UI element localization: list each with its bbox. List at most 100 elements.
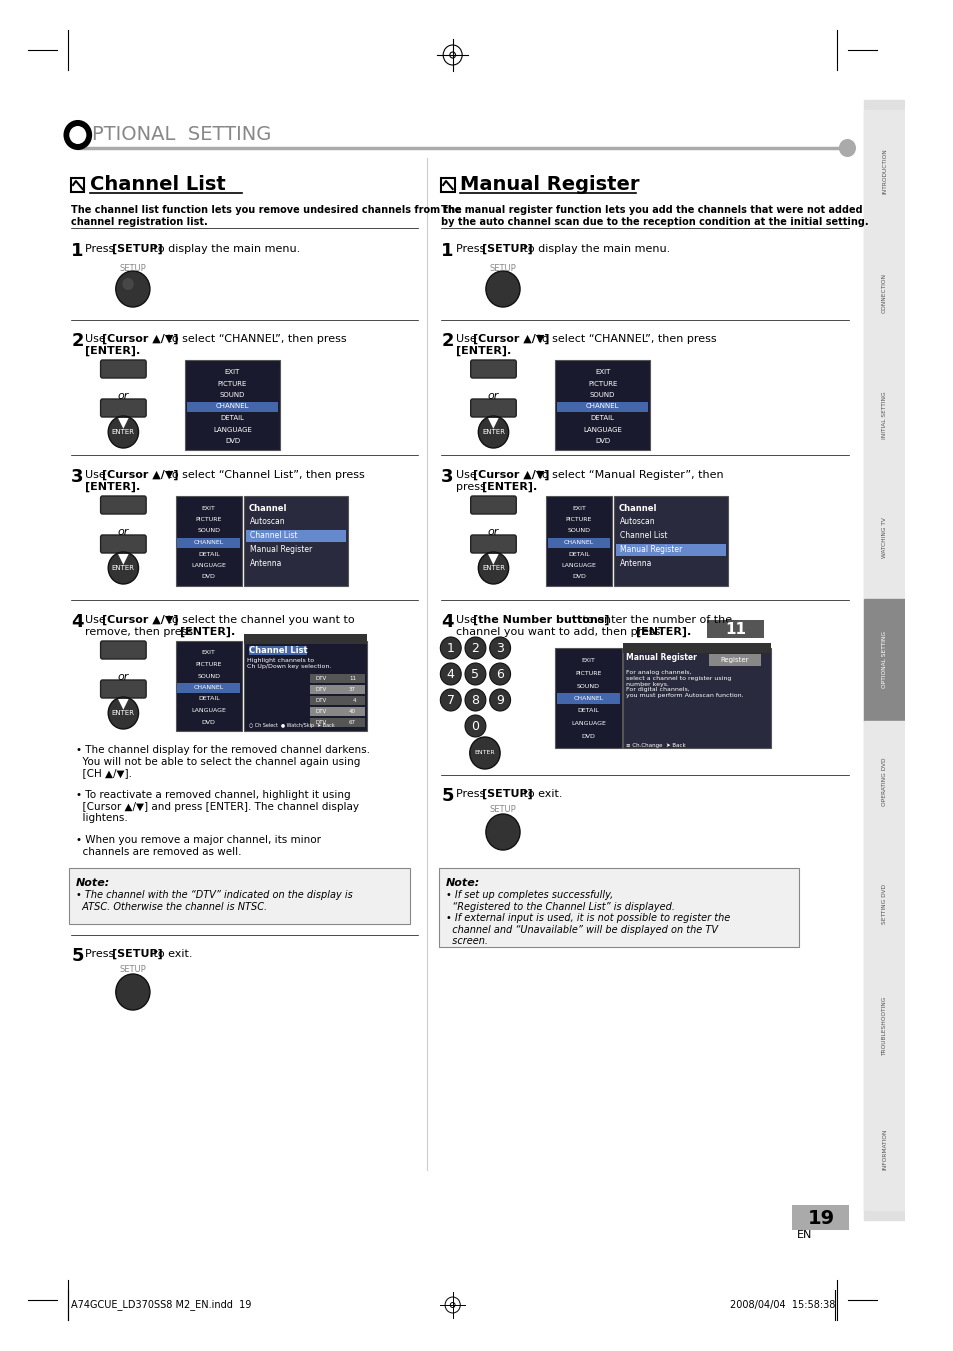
Circle shape xyxy=(485,815,519,850)
Text: Channel: Channel xyxy=(618,504,657,513)
Bar xyxy=(616,558,725,570)
Text: PICTURE: PICTURE xyxy=(587,381,617,386)
Text: INFORMATION: INFORMATION xyxy=(881,1128,886,1170)
Text: DVD: DVD xyxy=(572,574,585,580)
Text: ▼: ▼ xyxy=(118,415,129,430)
Text: SOUND: SOUND xyxy=(589,392,615,399)
Text: 19: 19 xyxy=(806,1209,834,1228)
Text: Manual Register: Manual Register xyxy=(626,653,697,662)
Text: A74GCUE_LD370SS8 M2_EN.indd  19: A74GCUE_LD370SS8 M2_EN.indd 19 xyxy=(71,1300,252,1310)
Bar xyxy=(557,436,647,446)
Text: OPERATING DVD: OPERATING DVD xyxy=(881,758,886,807)
Text: Manual Register: Manual Register xyxy=(250,546,312,554)
Text: press: press xyxy=(455,482,488,492)
Text: DVD: DVD xyxy=(202,720,215,724)
Text: 37: 37 xyxy=(349,688,355,692)
Text: CHANNEL: CHANNEL xyxy=(563,540,594,544)
Text: DETAIL: DETAIL xyxy=(577,708,598,713)
Bar xyxy=(706,620,763,638)
Text: to select “CHANNEL”, then press: to select “CHANNEL”, then press xyxy=(534,334,716,345)
Text: DVD: DVD xyxy=(202,574,215,580)
Circle shape xyxy=(464,689,485,711)
Text: to select “CHANNEL”, then press: to select “CHANNEL”, then press xyxy=(164,334,347,345)
Text: Note:: Note: xyxy=(446,878,479,888)
Bar xyxy=(177,571,240,582)
Text: ▼: ▼ xyxy=(488,415,498,430)
Text: CHANNEL: CHANNEL xyxy=(585,404,618,409)
Text: or: or xyxy=(487,527,498,536)
Text: to select “Channel List”, then press: to select “Channel List”, then press xyxy=(164,470,365,480)
Circle shape xyxy=(70,126,87,145)
Text: 11: 11 xyxy=(349,676,355,681)
Text: [Cursor ▲/▼]: [Cursor ▲/▼] xyxy=(472,334,549,345)
FancyBboxPatch shape xyxy=(100,496,146,513)
Bar xyxy=(244,634,367,644)
Text: • The channel with the “DTV” indicated on the display is
  ATSC. Otherwise the c: • The channel with the “DTV” indicated o… xyxy=(76,890,353,912)
Text: • To reactivate a removed channel, highlight it using
  [Cursor ▲/▼] and press [: • To reactivate a removed channel, highl… xyxy=(76,790,358,823)
Bar xyxy=(185,359,279,450)
Text: SETUP: SETUP xyxy=(489,263,516,273)
Text: LANGUAGE: LANGUAGE xyxy=(192,563,226,567)
Circle shape xyxy=(464,715,485,738)
Text: PICTURE: PICTURE xyxy=(217,381,247,386)
Text: 5: 5 xyxy=(441,788,454,805)
Bar xyxy=(614,496,727,586)
Text: LANGUAGE: LANGUAGE xyxy=(582,427,621,432)
Text: DETAIL: DETAIL xyxy=(220,415,244,422)
Text: DETAIL: DETAIL xyxy=(567,551,589,557)
Text: DTV: DTV xyxy=(314,698,326,703)
Bar xyxy=(557,424,647,435)
Text: 5: 5 xyxy=(71,947,84,965)
Bar xyxy=(177,526,240,536)
Bar xyxy=(177,538,240,547)
Bar xyxy=(616,530,725,542)
Text: LANGUAGE: LANGUAGE xyxy=(570,721,605,725)
Bar xyxy=(177,561,240,570)
Text: • If set up completes successfully,
  “Registered to the Channel List” is displa: • If set up completes successfully, “Reg… xyxy=(446,890,729,947)
Text: PICTURE: PICTURE xyxy=(195,517,222,521)
Bar xyxy=(557,667,619,678)
Text: Antenna: Antenna xyxy=(619,559,652,569)
Text: TROUBLESHOOTING: TROUBLESHOOTING xyxy=(881,997,886,1056)
Circle shape xyxy=(838,139,855,157)
Text: 4: 4 xyxy=(441,613,454,631)
Text: ENTER: ENTER xyxy=(475,751,495,755)
Bar xyxy=(177,659,240,670)
Text: 2008/04/04  15:58:38: 2008/04/04 15:58:38 xyxy=(729,1300,834,1310)
Text: 40: 40 xyxy=(349,709,355,713)
Bar xyxy=(623,648,770,748)
Text: 4: 4 xyxy=(352,698,355,703)
Text: ▲: ▲ xyxy=(118,657,129,671)
Text: 2: 2 xyxy=(71,332,84,350)
Bar xyxy=(555,648,621,748)
Text: PICTURE: PICTURE xyxy=(565,517,592,521)
Text: [SETUP]: [SETUP] xyxy=(481,789,533,800)
Bar xyxy=(177,515,240,524)
Circle shape xyxy=(440,663,460,685)
Text: WATCHING TV: WATCHING TV xyxy=(881,517,886,558)
Text: 11: 11 xyxy=(724,621,745,636)
Bar xyxy=(862,598,904,721)
Text: to exit.: to exit. xyxy=(150,948,193,959)
Text: or: or xyxy=(117,671,129,682)
Text: Use: Use xyxy=(86,470,110,480)
Text: [Cursor ▲/▼]: [Cursor ▲/▼] xyxy=(102,615,179,626)
Bar xyxy=(547,503,610,513)
Text: SOUND: SOUND xyxy=(219,392,245,399)
Bar xyxy=(557,390,647,400)
Bar xyxy=(547,561,610,570)
Text: [SETUP]: [SETUP] xyxy=(481,245,533,254)
Text: remove, then press: remove, then press xyxy=(86,627,197,638)
Bar xyxy=(175,496,242,586)
Circle shape xyxy=(477,416,508,449)
Polygon shape xyxy=(485,567,500,576)
Text: EXIT: EXIT xyxy=(225,369,240,376)
Text: EXIT: EXIT xyxy=(202,650,215,655)
Text: to select “Manual Register”, then: to select “Manual Register”, then xyxy=(534,470,723,480)
Text: [ENTER].: [ENTER]. xyxy=(180,627,235,638)
Circle shape xyxy=(440,638,460,659)
Text: [SETUP]: [SETUP] xyxy=(112,245,163,254)
FancyBboxPatch shape xyxy=(100,640,146,659)
Text: 2: 2 xyxy=(441,332,454,350)
Bar xyxy=(246,516,346,528)
